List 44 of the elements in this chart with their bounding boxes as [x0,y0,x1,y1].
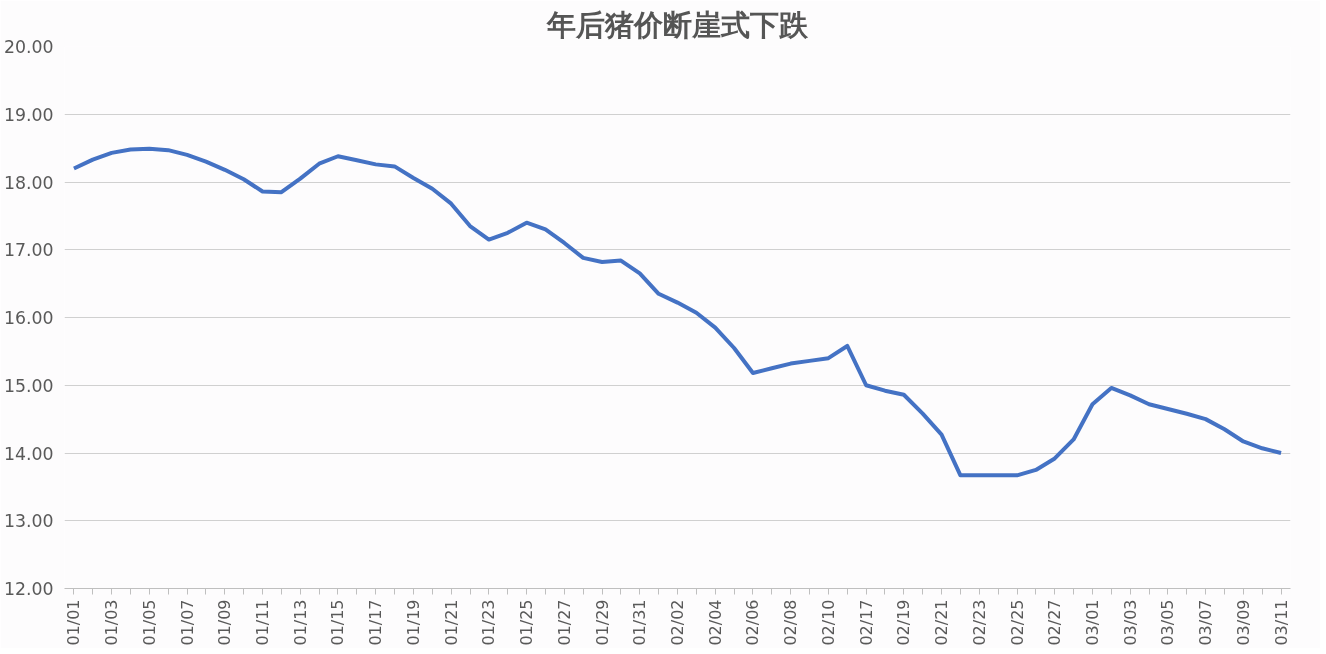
x-tick-label: 02/08 [781,599,801,646]
y-tick-label: 12.00 [3,579,54,599]
x-tick-label: 03/01 [1082,599,1102,646]
line-series [71,146,1284,478]
x-tick-label: 02/23 [969,599,989,646]
x-tick-label: 01/03 [102,599,122,646]
x-tick-label: 02/02 [668,599,687,646]
y-tick-label: 19.00 [3,104,54,125]
x-tick-label: 01/09 [215,599,235,646]
x-tick-label: 01/23 [479,599,499,646]
x-tick-label: 01/11 [253,599,273,646]
x-tick-label: 01/19 [403,599,423,646]
x-tick-label: 01/13 [290,599,310,646]
y-tick-label: 13.00 [3,511,54,532]
x-tick-label: 01/05 [139,599,159,646]
y-tick-label: 15.00 [3,375,54,396]
y-tick-label: 14.00 [3,443,54,464]
x-tick-label: 02/21 [932,599,952,646]
x-tick-label: 03/11 [1271,599,1291,646]
y-tick-label: 20.00 [3,37,54,57]
x-tick-label: 02/25 [1007,599,1027,646]
y-tick-label: 16.00 [3,308,54,328]
x-tick-label: 02/10 [818,599,838,646]
x-tick-label: 03/07 [1196,599,1216,646]
x-tick-label: 03/05 [1158,599,1178,646]
x-tick-label: 01/15 [328,599,348,646]
x-tick-label: 02/06 [743,599,763,646]
y-tick-label: 17.00 [3,240,54,261]
chart-title: 年后猪价断崖式下跌 [546,7,809,42]
y-tick-label: 18.00 [3,172,54,193]
x-tick-label: 01/17 [366,599,386,646]
x-tick-label: 01/21 [441,599,461,646]
x-tick-label: 01/25 [517,599,537,646]
x-tick-label: 02/27 [1045,599,1065,646]
x-tick-label: 02/19 [894,599,914,646]
x-tick-label: 01/31 [630,599,650,646]
x-tick-label: 03/03 [1120,599,1140,646]
x-tick-label: 02/04 [705,599,725,646]
x-tick-label: 01/29 [592,599,612,646]
x-tick-label: 01/01 [64,599,84,646]
x-tick-label: 03/09 [1233,599,1253,646]
x-tick-label: 02/17 [856,599,876,646]
x-tick-label: 01/27 [554,599,574,646]
x-tick-label: 01/07 [177,599,197,646]
